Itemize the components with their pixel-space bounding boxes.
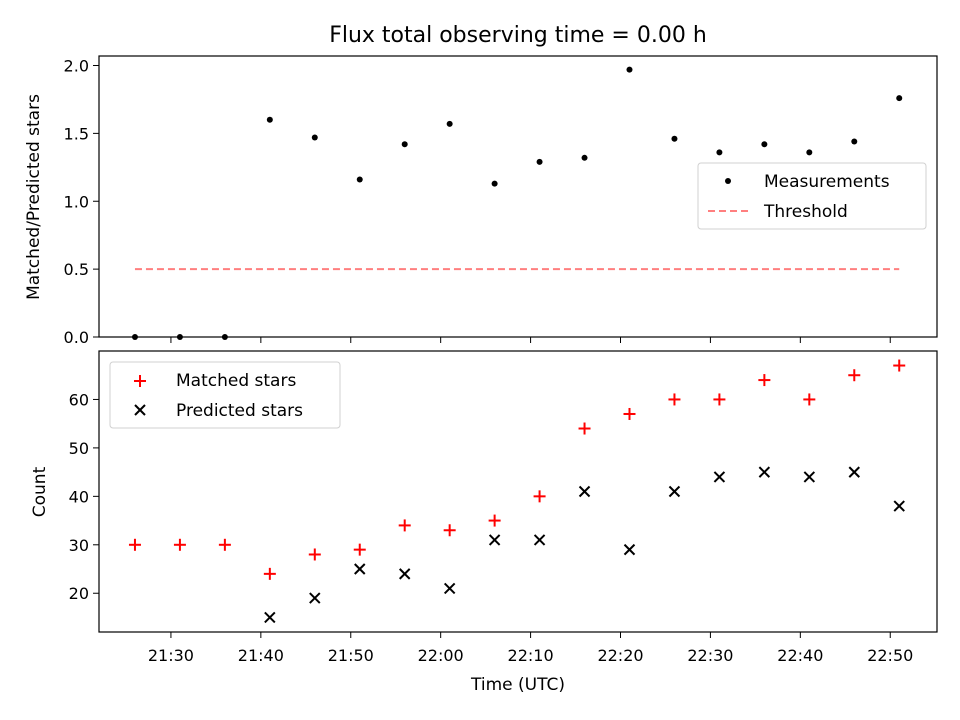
bottom-y-axis-label: Count xyxy=(30,466,50,517)
x-tick-label: 21:40 xyxy=(238,646,284,665)
predicted-star-point xyxy=(713,471,726,483)
bottom-y-tick-label: 40 xyxy=(69,487,89,506)
x-tick-label: 21:30 xyxy=(148,646,194,665)
bottom-y-tick-label: 20 xyxy=(69,584,89,603)
x-tick-label: 22:10 xyxy=(508,646,554,665)
predicted-star-point xyxy=(578,485,591,498)
legend-threshold-label: Threshold xyxy=(763,202,848,222)
measurement-point xyxy=(266,116,273,123)
bottom-legend-box xyxy=(109,361,341,429)
predicted-star-point xyxy=(354,563,366,575)
x-tick-label: 22:20 xyxy=(597,646,643,665)
top-legend-box xyxy=(697,162,927,230)
top-y-tick-label: 1.0 xyxy=(64,192,89,211)
legend-predicted-label: Predicted stars xyxy=(176,401,303,421)
bottom-legend: Matched stars Predicted stars xyxy=(109,361,341,429)
measurement-point xyxy=(761,141,768,148)
matched-star-point xyxy=(893,359,906,372)
predicted-star-point xyxy=(533,534,546,546)
bottom-axes-frame xyxy=(98,350,938,633)
top-y-tick-label: 0.5 xyxy=(64,260,89,279)
top-y-tick-label: 0.0 xyxy=(64,328,89,347)
top-marks xyxy=(131,66,903,340)
predicted-star-point xyxy=(848,466,860,478)
legend-matched-label: Matched stars xyxy=(176,371,296,391)
matched-star-point xyxy=(488,514,501,527)
predicted-star-point xyxy=(443,582,456,595)
matched-star-point xyxy=(173,538,186,551)
matched-star-point xyxy=(803,393,816,406)
x-axis-label: Time (UTC) xyxy=(470,675,565,695)
x-tick-label: 21:50 xyxy=(328,646,374,665)
matched-star-point xyxy=(578,422,591,435)
bottom-panel: 20 30 40 50 60 21:30 21:40 21:50 22:00 22:10 22:2… xyxy=(30,350,938,695)
measurement-point xyxy=(626,66,633,73)
measurement-point xyxy=(581,154,588,161)
measurement-point xyxy=(311,134,318,141)
predicted-star-point xyxy=(309,592,321,604)
predicted-star-point xyxy=(668,485,681,498)
bottom-y-tick-label: 30 xyxy=(69,536,89,555)
x-tick-label: 22:50 xyxy=(867,646,913,665)
matched-star-point xyxy=(218,538,231,551)
matched-star-point xyxy=(668,393,681,406)
measurement-point xyxy=(716,149,723,156)
measurement-point xyxy=(446,120,453,127)
matched-star-point xyxy=(353,543,366,556)
predicted-star-point xyxy=(488,534,501,546)
measurement-point xyxy=(851,138,858,145)
top-axes-frame xyxy=(98,55,938,338)
top-legend: Measurements Threshold xyxy=(697,162,927,230)
matched-star-point xyxy=(398,519,411,532)
measurement-point xyxy=(671,135,678,142)
measurement-point xyxy=(491,180,498,187)
legend-measurements-label: Measurements xyxy=(764,172,890,192)
measurement-point xyxy=(401,141,408,148)
predicted-star-point xyxy=(893,500,905,512)
measurement-point xyxy=(536,158,543,165)
bottom-y-tick-label: 50 xyxy=(69,439,89,458)
top-y-axis-label: Matched/Predicted stars xyxy=(24,94,44,300)
top-y-ticks: 0.0 0.5 1.0 1.5 2.0 xyxy=(64,57,99,347)
bottom-y-ticks: 20 30 40 50 60 xyxy=(69,390,99,603)
matched-star-point xyxy=(443,524,456,537)
matched-star-point xyxy=(758,374,771,387)
legend-measurements-marker xyxy=(725,178,731,184)
top-x-ticks xyxy=(170,337,891,343)
predicted-star-point xyxy=(803,471,816,483)
predicted-star-point xyxy=(623,543,636,556)
top-panel: 0.00.51.01.52.0 Matched/Predicted stars … xyxy=(24,55,938,347)
top-y-tick-label: 2.0 xyxy=(64,57,89,76)
bottom-x-ticks: 21:30 21:40 21:50 22:00 22:10 22:20 22:30 22:40… xyxy=(148,632,913,665)
chart-title: Flux total observing time = 0.00 h xyxy=(329,23,707,48)
x-tick-label: 22:00 xyxy=(418,646,464,665)
predicted-star-point xyxy=(264,611,276,624)
matched-star-point xyxy=(713,393,726,406)
predicted-star-point xyxy=(758,466,771,478)
matched-star-point xyxy=(263,567,276,580)
measurement-point xyxy=(356,176,363,183)
bottom-y-tick-label: 60 xyxy=(69,390,89,409)
legend-matched-marker xyxy=(134,375,146,387)
legend-predicted-marker xyxy=(134,404,146,416)
x-tick-label: 22:40 xyxy=(777,646,823,665)
predicted-star-point xyxy=(399,568,411,580)
bottom-marks xyxy=(128,359,906,624)
top-y-tick-label: 1.5 xyxy=(64,124,89,143)
matched-star-point xyxy=(848,369,861,382)
matched-star-point xyxy=(533,490,546,503)
measurement-point xyxy=(896,95,903,102)
matched-star-point xyxy=(623,407,636,420)
measurement-point xyxy=(806,149,813,156)
matched-star-point xyxy=(308,548,321,561)
matched-star-point xyxy=(128,538,141,551)
x-tick-label: 22:30 xyxy=(687,646,733,665)
